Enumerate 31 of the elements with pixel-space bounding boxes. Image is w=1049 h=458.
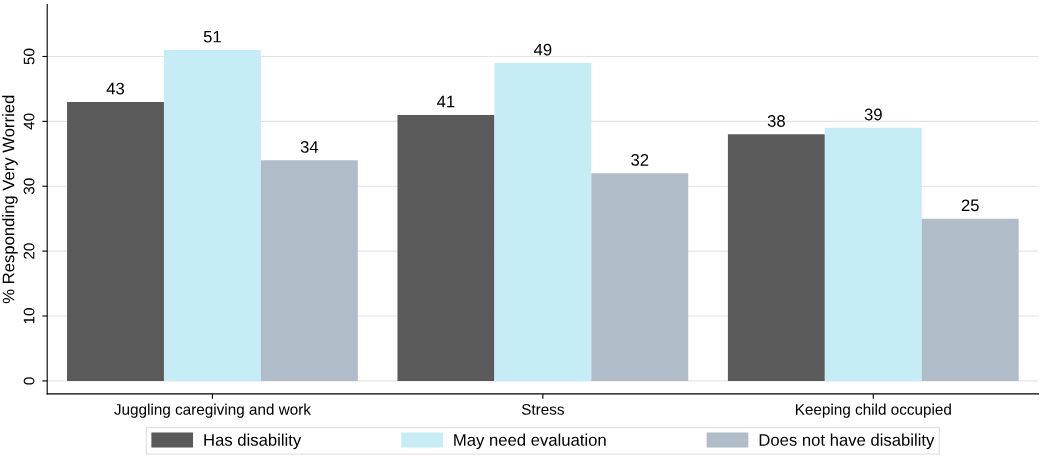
data-label: 51 [203,30,221,43]
data-label: 49 [533,43,552,56]
x-tick-label: Stress [521,404,564,415]
x-tick-label: Keeping child occupied [795,403,951,418]
bar [494,62,592,381]
y-tick-label: 0 [23,377,35,385]
bar [67,101,164,381]
data-label: 39 [864,108,882,121]
bar [260,160,358,381]
data-label: 32 [631,154,649,166]
y-tick-label: 10 [23,308,35,324]
bar [163,50,261,381]
bar [397,114,495,381]
data-label: 34 [300,141,319,153]
legend-label: Has disability [204,433,302,450]
y-tick-label: 50 [23,48,35,65]
y-axis-title: % Responding Very Worried [2,95,18,304]
legend-label: May need evaluation [454,433,606,450]
bar [727,134,825,381]
legend-label: Does not have disability [759,433,935,450]
data-label: 41 [437,95,455,108]
bar [921,218,1019,381]
y-tick-label: 40 [23,113,35,130]
data-label: 38 [767,115,785,127]
y-tick-label: 30 [23,178,35,195]
data-label: 43 [106,82,125,95]
x-tick-label: Juggling caregiving and work [114,403,311,418]
bar [824,127,922,381]
data-label: 25 [961,199,979,212]
bar [591,173,689,381]
y-tick-label: 20 [23,243,35,259]
